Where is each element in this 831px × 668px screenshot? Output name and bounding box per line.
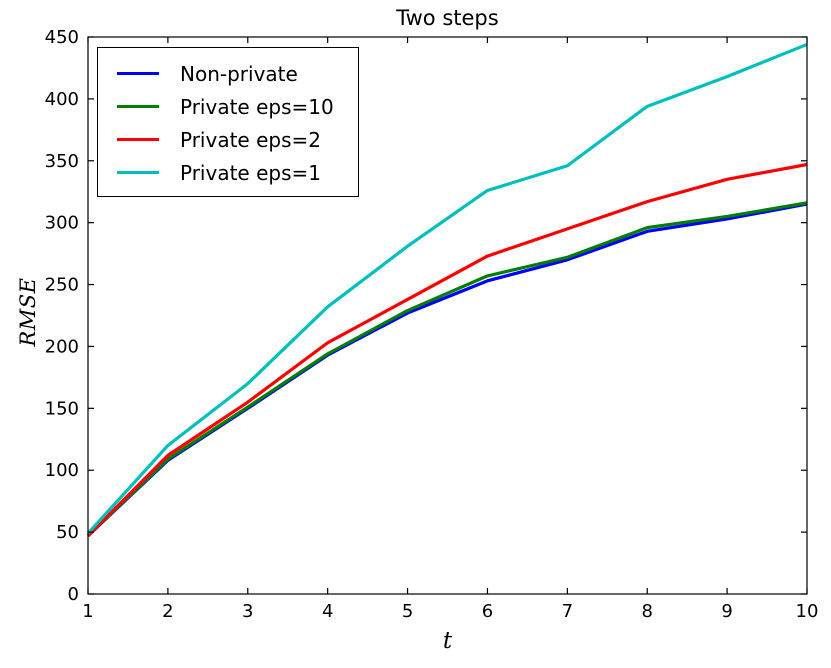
chart-title: Two steps — [396, 6, 499, 30]
x-tick-label: 7 — [562, 601, 573, 622]
legend-item: Non-private — [98, 57, 358, 90]
y-tick-label: 250 — [45, 275, 79, 296]
x-tick-label: 8 — [641, 601, 652, 622]
x-tick-label: 4 — [322, 601, 333, 622]
x-tick-label: 1 — [82, 601, 93, 622]
legend-item: Private eps=2 — [98, 123, 358, 156]
plot-frame — [87, 36, 808, 595]
legend-item: Private eps=10 — [98, 90, 358, 123]
x-axis-label: t — [442, 628, 453, 654]
x-tick-label: 5 — [402, 601, 413, 622]
y-tick-label: 0 — [68, 584, 79, 605]
legend-item-label: Private eps=10 — [180, 94, 334, 119]
legend-line-swatch — [117, 71, 159, 76]
legend-item-label: Private eps=1 — [180, 160, 321, 185]
x-tick-label: 2 — [162, 601, 173, 622]
series-line-1 — [86, 201, 808, 537]
series-line-2 — [86, 162, 808, 537]
x-tick-label: 3 — [242, 601, 253, 622]
x-tick-label: 9 — [721, 601, 732, 622]
y-tick-label: 100 — [45, 460, 79, 481]
x-tick-label: 6 — [482, 601, 493, 622]
y-tick-label: 300 — [45, 213, 79, 234]
y-axis-label: RMSE — [16, 277, 40, 347]
legend-line-swatch — [117, 137, 159, 142]
legend-item: Private eps=1 — [98, 156, 358, 189]
x-tick-label: 10 — [796, 601, 819, 622]
legend-line-swatch — [117, 170, 159, 175]
y-tick-label: 200 — [45, 336, 79, 357]
legend-item-label: Non-private — [180, 61, 298, 86]
legend-line-swatch — [117, 104, 159, 109]
y-tick-label: 450 — [45, 27, 79, 48]
y-tick-label: 150 — [45, 398, 79, 419]
y-tick-label: 50 — [56, 522, 79, 543]
y-tick-label: 350 — [45, 151, 79, 172]
legend: Non-private Private eps=10 Private eps=2 Pr… — [97, 47, 359, 197]
legend-item-label: Private eps=2 — [180, 127, 321, 152]
series-line-0 — [86, 202, 808, 537]
series-line-3 — [86, 42, 808, 535]
y-tick-label: 400 — [45, 89, 79, 110]
